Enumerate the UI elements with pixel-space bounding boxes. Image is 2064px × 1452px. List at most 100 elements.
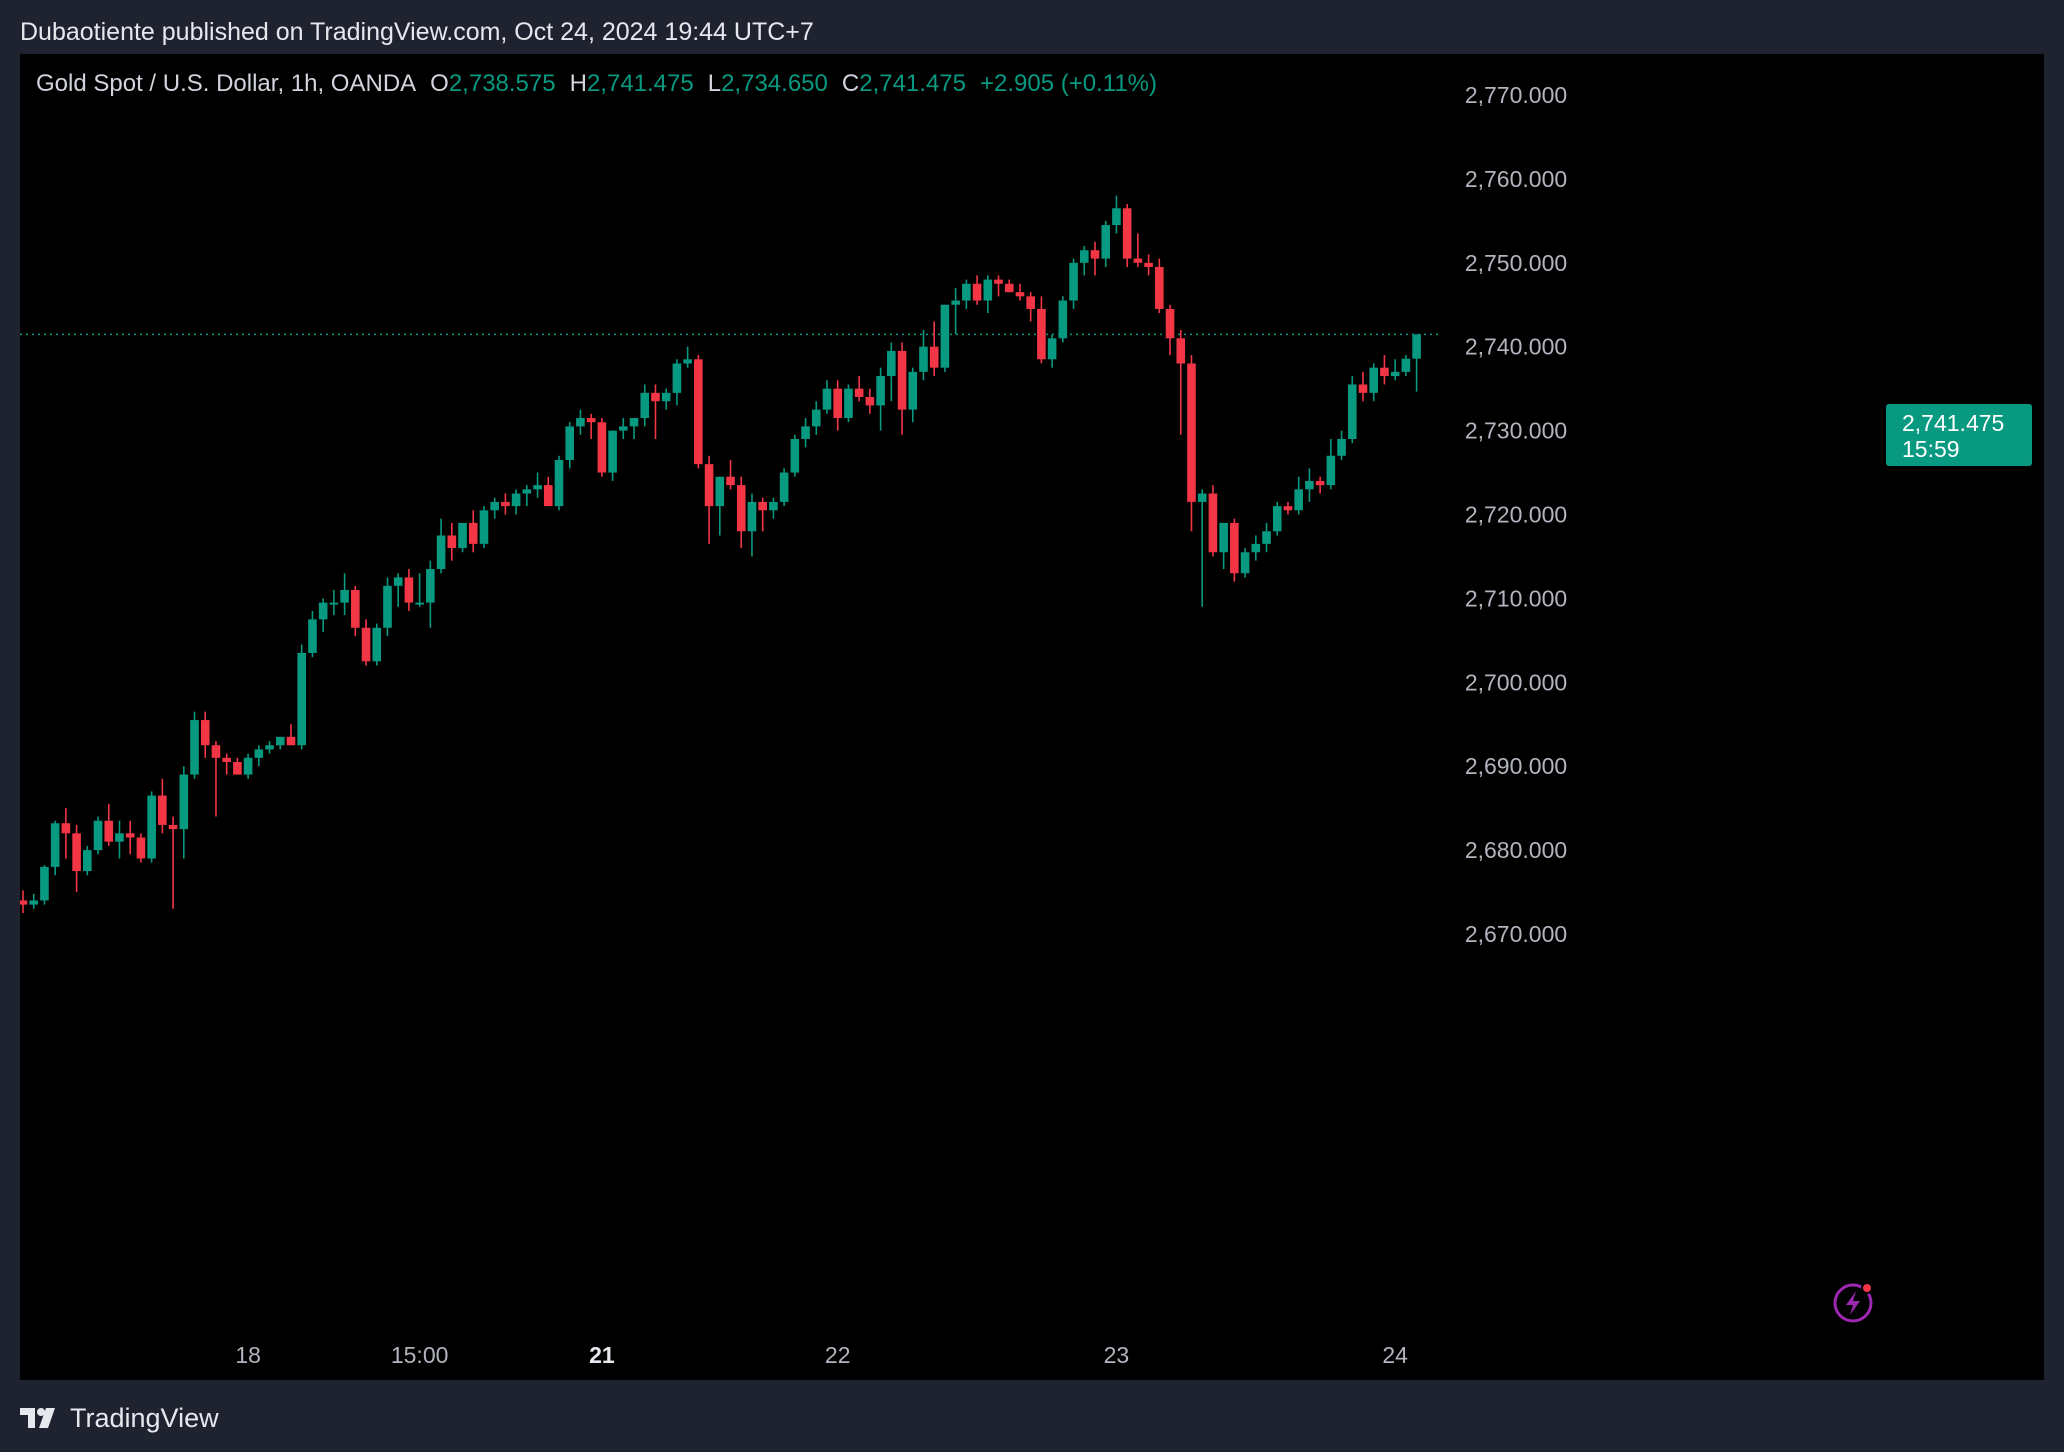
- legend-low-label: L: [707, 70, 722, 97]
- candle-body: [1144, 262, 1153, 267]
- candle: [1133, 233, 1143, 267]
- legend-low-value: 2,734.650: [721, 70, 828, 97]
- candle-body: [458, 522, 467, 549]
- candle: [1122, 204, 1132, 267]
- candle: [844, 384, 853, 423]
- candle-body: [1262, 531, 1271, 544]
- y-tick-label: 2,750.000: [1465, 250, 1567, 276]
- candle-body: [983, 279, 993, 301]
- candle-body: [115, 833, 124, 842]
- candlestick-chart[interactable]: 2,670.000 2,680.000 2,690.000 2,700.000 2,71…: [20, 54, 2044, 1380]
- candle-body: [83, 850, 92, 872]
- candle-body: [1272, 506, 1282, 532]
- candle-body: [1283, 506, 1293, 511]
- candle: [1144, 254, 1153, 276]
- candle-body: [372, 627, 382, 662]
- x-tick-label: 18: [235, 1342, 261, 1368]
- candle: [1037, 296, 1046, 364]
- candle: [597, 418, 607, 477]
- candle: [629, 418, 639, 439]
- candle: [20, 890, 28, 914]
- candle-body: [1122, 208, 1132, 259]
- candle: [854, 376, 864, 402]
- candle-body: [1369, 367, 1379, 393]
- published-line: Dubaotiente published on TradingView.com…: [20, 18, 814, 46]
- candle-body: [1047, 338, 1057, 360]
- candle: [683, 346, 692, 368]
- candle: [522, 485, 532, 507]
- candle-body: [962, 283, 971, 301]
- candle: [833, 380, 843, 431]
- candle-body: [554, 459, 564, 507]
- candle-body: [61, 823, 71, 834]
- candle-body: [940, 304, 950, 368]
- candle: [1176, 329, 1186, 435]
- legend-high-label: H: [569, 70, 587, 97]
- candle-body: [1133, 258, 1143, 263]
- candle-body: [1240, 552, 1250, 574]
- candle-body: [994, 279, 1003, 284]
- candle: [801, 418, 810, 448]
- candle: [340, 573, 349, 616]
- candle: [1187, 355, 1196, 532]
- legend-close-label: C: [841, 70, 860, 97]
- candle-body: [1412, 334, 1421, 359]
- candle-body: [790, 438, 800, 473]
- candle-body: [972, 283, 982, 301]
- candle-body: [640, 392, 650, 419]
- candle-body: [136, 837, 146, 859]
- candle: [694, 355, 703, 469]
- candle: [83, 845, 92, 876]
- candle: [1219, 522, 1228, 570]
- y-tick-label: 2,680.000: [1465, 837, 1567, 863]
- candle-body: [436, 535, 446, 570]
- candle-body: [1026, 296, 1035, 309]
- candle-body: [340, 590, 349, 603]
- candle: [243, 753, 253, 779]
- candle-body: [672, 363, 682, 393]
- candle: [994, 275, 1003, 297]
- candle: [1251, 535, 1261, 561]
- candle: [211, 741, 221, 817]
- candle: [490, 497, 499, 519]
- candle-body: [29, 900, 39, 905]
- candle-body: [147, 795, 156, 859]
- lightning-bolt-icon[interactable]: [1832, 1280, 1876, 1324]
- legend-symbol[interactable]: Gold Spot / U.S. Dollar, 1h, OANDA: [36, 70, 417, 97]
- candle-body: [543, 485, 553, 507]
- candle-body: [490, 501, 499, 511]
- chart-pane[interactable]: 2,670.000 2,680.000 2,690.000 2,700.000 2,71…: [20, 54, 2044, 1380]
- footer-branding[interactable]: TradingView: [20, 1398, 219, 1438]
- candle-body: [93, 820, 103, 851]
- candle: [908, 367, 918, 423]
- candle: [972, 275, 982, 305]
- candle: [254, 745, 264, 767]
- candle-body: [1165, 308, 1175, 339]
- candle-body: [50, 823, 60, 867]
- candle: [1401, 355, 1411, 377]
- candle: [308, 610, 317, 658]
- candle-body: [608, 430, 617, 473]
- candle: [297, 644, 307, 750]
- y-tick-label: 2,770.000: [1465, 82, 1567, 108]
- candle-body: [1219, 522, 1228, 553]
- candle: [511, 489, 521, 515]
- candle: [962, 279, 971, 309]
- candle: [1047, 334, 1057, 368]
- candle-body: [468, 522, 478, 544]
- candle: [1112, 195, 1121, 234]
- candle: [983, 275, 993, 314]
- candle: [1337, 430, 1346, 460]
- candle-body: [329, 602, 339, 605]
- candle-body: [1197, 493, 1207, 502]
- candle: [554, 455, 564, 511]
- candle-body: [533, 485, 542, 490]
- candle: [1240, 548, 1250, 578]
- candle: [361, 619, 371, 666]
- candle-body: [1187, 363, 1196, 502]
- candle-body: [1101, 225, 1111, 259]
- candle: [104, 803, 114, 846]
- candle: [351, 585, 360, 637]
- candle-body: [179, 774, 189, 830]
- candle: [919, 329, 928, 381]
